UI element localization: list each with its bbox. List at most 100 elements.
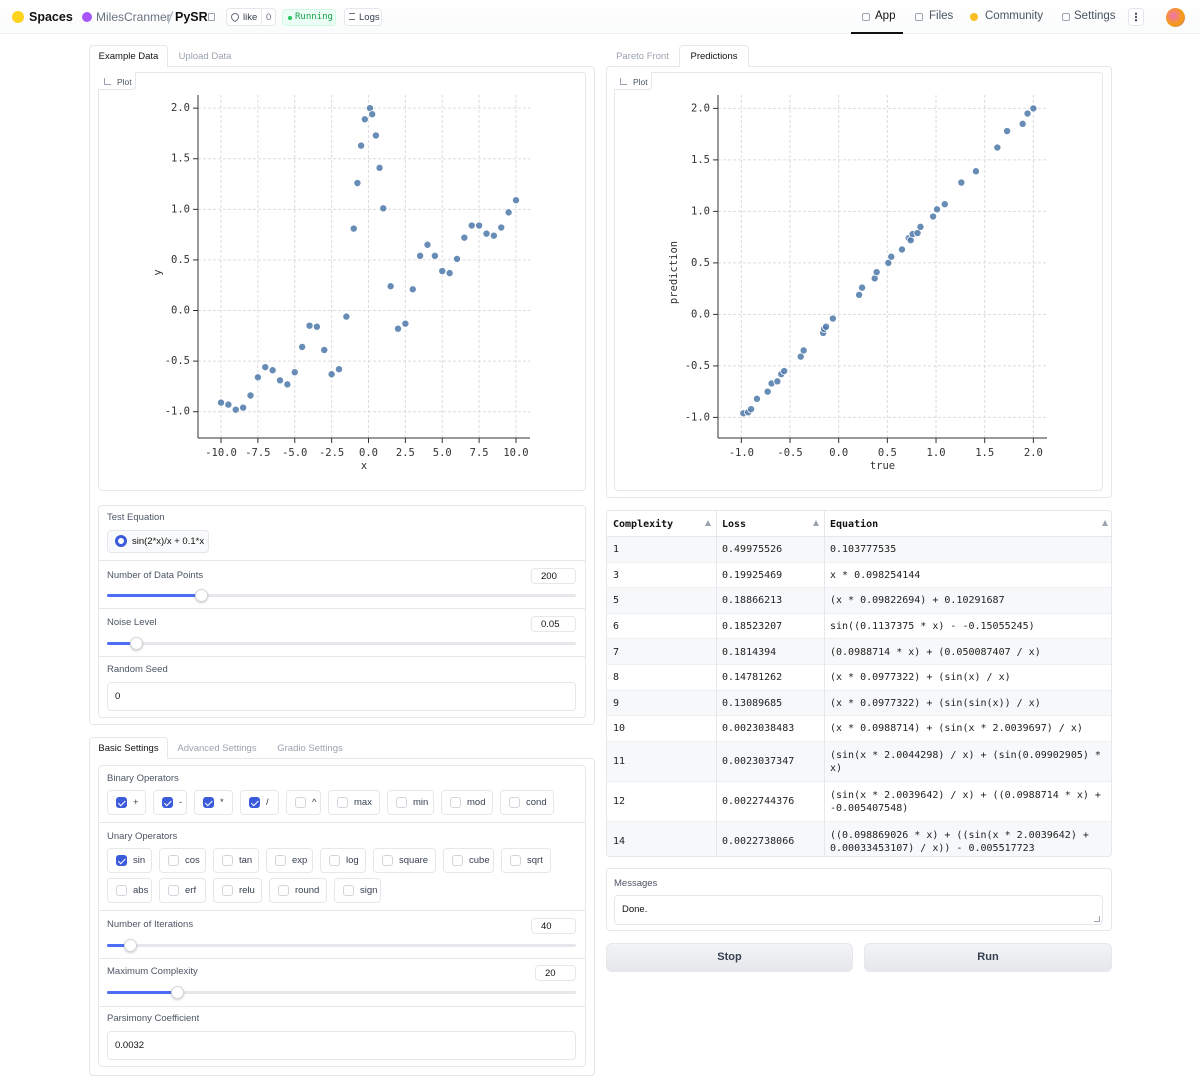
checkbox[interactable] — [382, 855, 393, 866]
column-header[interactable]: Loss — [722, 519, 747, 530]
tab-label[interactable]: Pareto Front — [616, 51, 669, 62]
plot-box — [98, 72, 586, 491]
checkbox-item[interactable] — [213, 848, 259, 873]
checkbox[interactable] — [168, 885, 179, 896]
checkbox[interactable] — [275, 855, 286, 866]
y-tick-label: 0.0 — [171, 305, 190, 317]
table-cell: ((0.098869026 * x) + ((sin(x * 2.0039642… — [830, 829, 1089, 854]
button-label[interactable]: Stop — [717, 951, 742, 963]
checkbox-item[interactable] — [334, 878, 381, 903]
number-input[interactable]: 40 — [531, 918, 576, 934]
checkbox-item[interactable] — [213, 878, 262, 903]
point — [1029, 104, 1038, 113]
point — [312, 322, 321, 331]
y-tick-label: 1.5 — [691, 154, 710, 166]
column-header[interactable]: Complexity — [613, 519, 674, 530]
button[interactable] — [864, 943, 1112, 972]
table-row — [607, 562, 1111, 589]
slider-thumb[interactable] — [130, 637, 143, 650]
sort-icon[interactable] — [1102, 520, 1108, 526]
checkbox-item[interactable] — [441, 790, 493, 815]
tab-active[interactable] — [89, 737, 168, 759]
checkbox[interactable] — [203, 797, 214, 808]
checkbox[interactable] — [510, 855, 521, 866]
checkbox[interactable] — [452, 855, 463, 866]
tab-label[interactable]: Upload Data — [178, 51, 232, 62]
table-cell: 1 — [613, 544, 620, 556]
checkbox-item[interactable] — [501, 848, 551, 873]
checkbox[interactable] — [222, 885, 233, 896]
sort-icon[interactable] — [813, 520, 819, 526]
point — [231, 405, 240, 414]
checkbox[interactable] — [509, 797, 520, 808]
checkbox-item[interactable] — [159, 878, 206, 903]
tab-label[interactable]: Basic Settings — [98, 743, 159, 754]
checkbox-item[interactable] — [328, 790, 380, 815]
checkbox[interactable] — [396, 797, 407, 808]
checkbox[interactable] — [278, 885, 289, 896]
button-label[interactable]: Run — [977, 951, 999, 963]
scatter-chart: -1.0 -0.5 0.0 0.5 1.0 1.5 2.0 -1.0 -0.5 0.0 0.5 1.0… — [668, 95, 1047, 472]
tab-active[interactable] — [679, 45, 749, 67]
checkbox[interactable] — [295, 797, 306, 808]
text-input[interactable] — [107, 1031, 576, 1060]
checkbox-item[interactable] — [387, 790, 434, 815]
number-input[interactable]: 20 — [535, 965, 576, 981]
checkbox[interactable] — [116, 797, 127, 808]
sort-icon[interactable] — [705, 520, 711, 526]
point — [423, 240, 432, 249]
slider-thumb[interactable] — [124, 939, 137, 952]
nav-item[interactable]: Settings — [1074, 10, 1116, 22]
checkbox[interactable] — [116, 855, 127, 866]
tab-active[interactable] — [89, 45, 168, 67]
checkbox-item[interactable] — [153, 790, 187, 815]
number-input[interactable]: 200 — [531, 568, 576, 584]
number-input[interactable]: 0.05 — [531, 616, 576, 632]
radio-item[interactable] — [107, 530, 209, 553]
brand: Spaces — [29, 10, 73, 24]
textarea[interactable] — [614, 895, 1103, 925]
radio[interactable] — [115, 535, 127, 547]
like-button[interactable] — [226, 8, 276, 26]
checkbox-item[interactable] — [320, 848, 366, 873]
checkbox-item[interactable] — [266, 848, 313, 873]
copy-icon[interactable] — [208, 13, 215, 21]
point — [822, 322, 831, 331]
point — [511, 196, 520, 205]
checkbox[interactable] — [116, 885, 127, 896]
text-input[interactable] — [107, 682, 576, 711]
user-avatar[interactable] — [1166, 8, 1185, 27]
checkbox[interactable] — [162, 797, 173, 808]
checkbox-item[interactable] — [443, 848, 494, 873]
tab-label[interactable]: Advanced Settings — [177, 743, 257, 754]
checkbox[interactable] — [450, 797, 461, 808]
point — [430, 251, 439, 260]
slider-fill — [107, 642, 136, 645]
slider-thumb[interactable] — [195, 589, 208, 602]
tab-label[interactable]: Predictions — [690, 51, 738, 62]
checkbox-item[interactable] — [159, 848, 206, 873]
checkbox[interactable] — [249, 797, 260, 808]
button[interactable] — [606, 943, 853, 972]
point — [283, 380, 292, 389]
slider-thumb[interactable] — [171, 986, 184, 999]
slider-fill — [107, 991, 177, 994]
separator — [98, 656, 586, 657]
nav-item[interactable]: Community — [985, 10, 1044, 22]
checkbox[interactable] — [343, 885, 354, 896]
nav-item[interactable]: App — [875, 10, 896, 22]
checkbox-item[interactable] — [107, 790, 146, 815]
checkbox[interactable] — [168, 855, 179, 866]
checkbox-item[interactable] — [107, 878, 152, 903]
tab-label[interactable]: Gradio Settings — [277, 743, 343, 754]
point — [872, 268, 881, 277]
logs-button[interactable] — [344, 8, 382, 26]
separator — [98, 910, 586, 911]
checkbox[interactable] — [222, 855, 233, 866]
column-header[interactable]: Equation — [830, 519, 879, 530]
checkbox[interactable] — [337, 797, 348, 808]
tab-label[interactable]: Example Data — [98, 51, 159, 62]
checkbox-item[interactable] — [107, 848, 152, 873]
nav-item[interactable]: Files — [929, 10, 954, 22]
checkbox[interactable] — [329, 855, 340, 866]
